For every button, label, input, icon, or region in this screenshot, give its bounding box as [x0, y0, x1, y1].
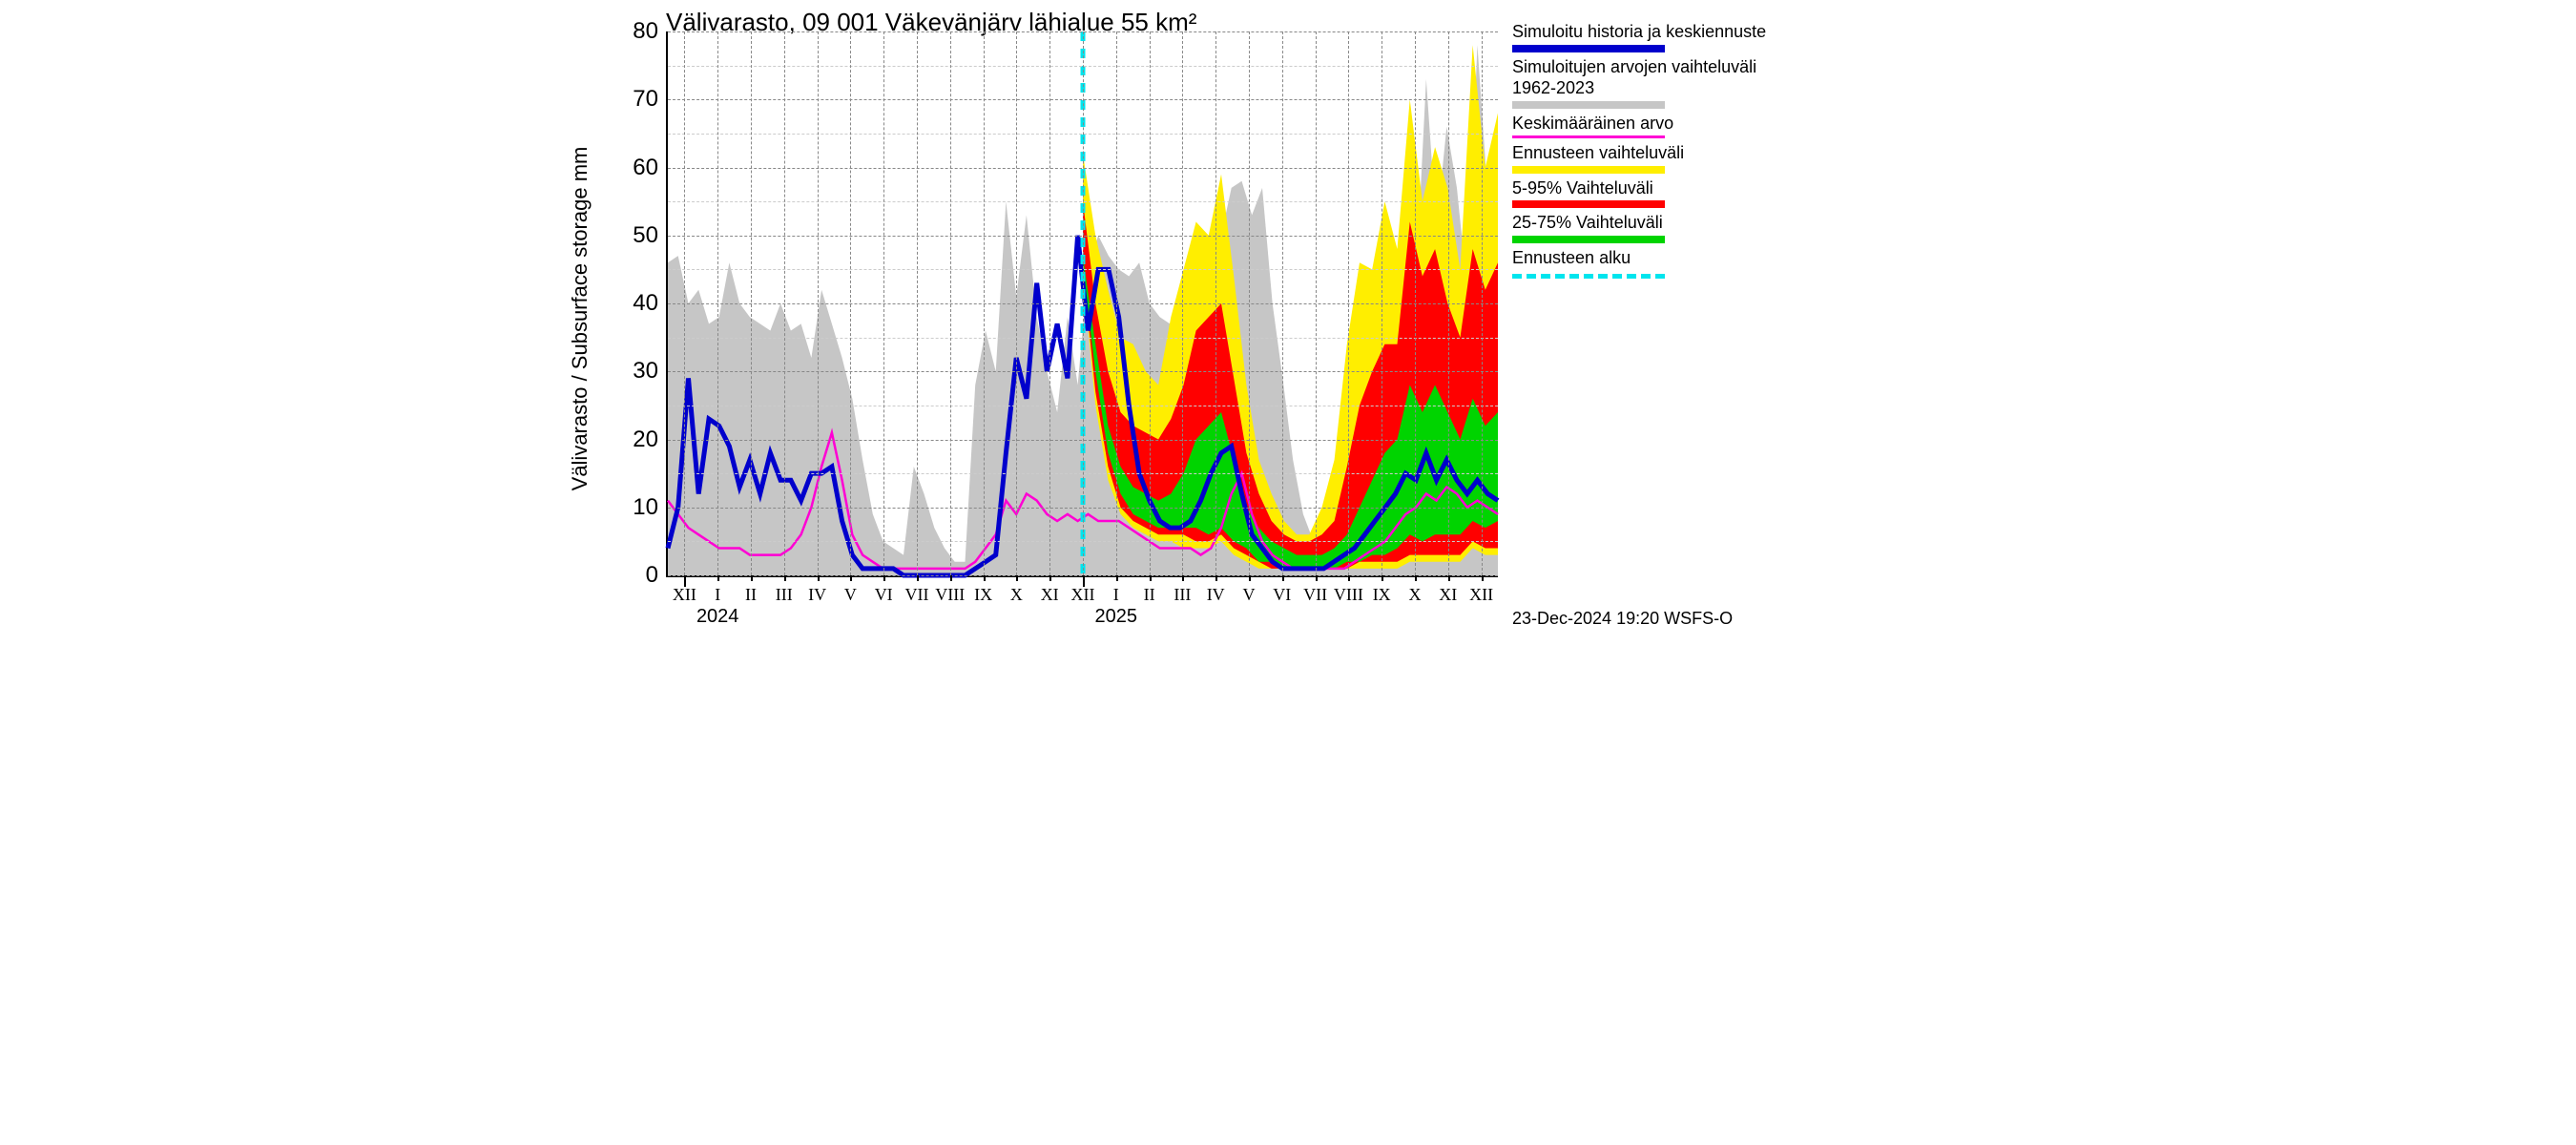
y-tick-label: 10: [620, 494, 658, 521]
legend-entry: Ennusteen vaihteluväli: [1512, 142, 1789, 174]
legend-label: Ennusteen vaihteluväli: [1512, 142, 1789, 164]
legend-label: 5-95% Vaihteluväli: [1512, 177, 1789, 199]
x-tick-label: VII: [1303, 585, 1327, 605]
legend-swatch: [1512, 101, 1665, 109]
y-tick-label: 20: [620, 427, 658, 453]
x-tick-label: XII: [1469, 585, 1493, 605]
chart-container: Välivarasto / Subsurface storage mm Väli…: [572, 0, 2004, 636]
x-tick-label: X: [1409, 585, 1422, 605]
legend-entry: Simuloitujen arvojen vaihteluväli 1962-2…: [1512, 56, 1789, 109]
chart-footer: 23-Dec-2024 19:20 WSFS-O: [1512, 609, 1733, 629]
x-tick-label: X: [1010, 585, 1023, 605]
x-tick-label: XII: [673, 585, 696, 605]
x-tick-label: XII: [1071, 585, 1095, 605]
legend-entry: Ennusteen alku: [1512, 247, 1789, 280]
x-year-label: 2024: [696, 606, 739, 628]
legend-label: Ennusteen alku: [1512, 247, 1789, 269]
legend-swatch: [1512, 166, 1665, 174]
x-year-label: 2025: [1095, 606, 1138, 628]
plot-area: XIIIIIIIIIVVVIVIIVIIIIXXXIXIIIIIIIIIVVVI…: [666, 31, 1498, 577]
y-axis-label: Välivarasto / Subsurface storage mm: [568, 146, 592, 490]
x-tick-label: IV: [1207, 585, 1225, 605]
x-tick-label: VIII: [1334, 585, 1363, 605]
legend-swatch: [1512, 236, 1665, 243]
y-tick-label: 0: [620, 562, 658, 589]
x-tick-label: II: [1144, 585, 1155, 605]
legend-label: 25-75% Vaihteluväli: [1512, 212, 1789, 234]
x-tick-label: VII: [905, 585, 929, 605]
x-tick-label: I: [715, 585, 720, 605]
x-tick-label: IX: [974, 585, 992, 605]
legend-entry: Keskimääräinen arvo: [1512, 113, 1789, 139]
y-tick-label: 80: [620, 18, 658, 45]
legend-swatch: [1512, 135, 1665, 138]
y-tick-label: 60: [620, 155, 658, 181]
legend-swatch: [1512, 45, 1665, 52]
x-tick-label: III: [1174, 585, 1191, 605]
x-tick-label: I: [1113, 585, 1119, 605]
x-tick-label: II: [745, 585, 757, 605]
legend-entry: 5-95% Vaihteluväli: [1512, 177, 1789, 209]
chart-legend: Simuloitu historia ja keskiennuste Simulo…: [1512, 21, 1789, 282]
x-tick-label: XI: [1041, 585, 1059, 605]
x-tick-label: VI: [875, 585, 893, 605]
legend-label: Simuloitu historia ja keskiennuste: [1512, 21, 1789, 43]
x-tick-label: VIII: [935, 585, 965, 605]
x-tick-label: VI: [1273, 585, 1291, 605]
legend-swatch: [1512, 274, 1665, 279]
legend-swatch: [1512, 200, 1665, 208]
x-tick-label: III: [776, 585, 793, 605]
y-tick-label: 50: [620, 222, 658, 249]
x-tick-label: V: [1243, 585, 1256, 605]
legend-label: Keskimääräinen arvo: [1512, 113, 1789, 135]
x-tick-label: IV: [808, 585, 826, 605]
y-tick-label: 40: [620, 290, 658, 317]
legend-label: Simuloitujen arvojen vaihteluväli 1962-2…: [1512, 56, 1789, 99]
x-tick-label: V: [844, 585, 857, 605]
legend-entry: 25-75% Vaihteluväli: [1512, 212, 1789, 243]
x-tick-label: IX: [1373, 585, 1391, 605]
x-tick-label: XI: [1439, 585, 1457, 605]
legend-entry: Simuloitu historia ja keskiennuste: [1512, 21, 1789, 52]
y-tick-label: 70: [620, 86, 658, 113]
y-tick-label: 30: [620, 358, 658, 385]
